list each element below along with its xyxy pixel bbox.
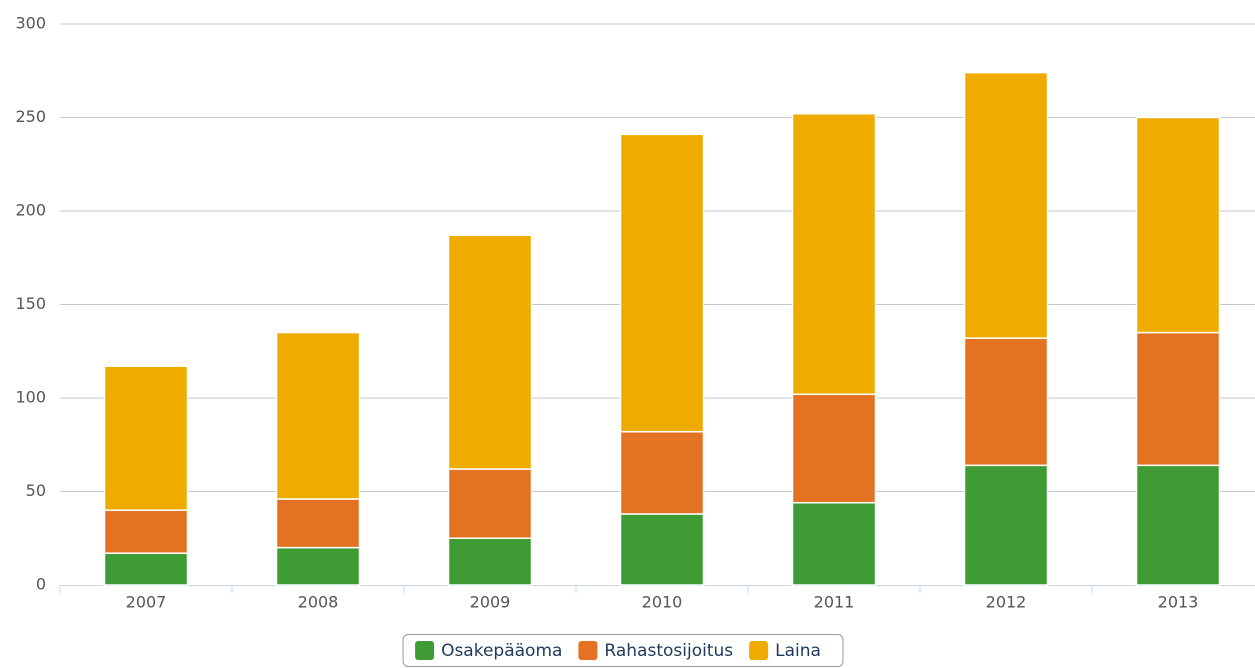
bar-segment	[447, 537, 533, 586]
bar-segment	[1135, 331, 1221, 467]
y-tick-label: 150	[15, 294, 46, 313]
bar-segment	[275, 546, 361, 586]
bar-segment	[963, 464, 1049, 586]
bar-segment	[619, 133, 705, 433]
bar-segment	[791, 393, 877, 504]
bar-segment	[791, 113, 877, 396]
legend-swatch	[415, 641, 435, 660]
bar-segment	[619, 430, 705, 515]
y-tick-label: 250	[15, 107, 46, 126]
bar-segment	[103, 365, 189, 511]
y-tick-label: 100	[15, 388, 46, 407]
x-tick-label: 2012	[986, 593, 1027, 612]
bar-segment	[1135, 116, 1221, 334]
bar-segment	[103, 509, 189, 554]
legend: Osakepääoma Rahastosijoitus Laina	[402, 634, 844, 667]
bar-segment	[619, 513, 705, 586]
legend-label: Laina	[775, 641, 821, 661]
x-tick-label: 2011	[814, 593, 855, 612]
bar-segment	[447, 234, 533, 470]
bar-segment	[791, 501, 877, 586]
legend-label: Rahastosijoitus	[604, 641, 733, 661]
legend-swatch	[749, 641, 769, 660]
x-tick-label: 2007	[126, 593, 167, 612]
x-tick-label: 2009	[470, 593, 511, 612]
legend-box	[402, 634, 844, 667]
x-tick-label: 2008	[298, 593, 339, 612]
legend-swatch	[578, 641, 598, 660]
bar-segment	[275, 331, 361, 500]
x-tick-label: 2010	[642, 593, 683, 612]
y-tick-label: 200	[15, 201, 46, 220]
x-tick-label: 2013	[1158, 593, 1199, 612]
bar-segment	[963, 71, 1049, 339]
bar-segment	[447, 468, 533, 539]
y-tick-label: 50	[26, 481, 46, 500]
bar-segment	[1135, 464, 1221, 586]
y-tick-label: 300	[15, 14, 46, 33]
legend-label: Osakepääoma	[441, 641, 562, 661]
y-tick-label: 0	[36, 575, 46, 594]
bar-segment	[963, 337, 1049, 467]
bar-segment	[103, 552, 189, 586]
bar-segment	[275, 498, 361, 549]
